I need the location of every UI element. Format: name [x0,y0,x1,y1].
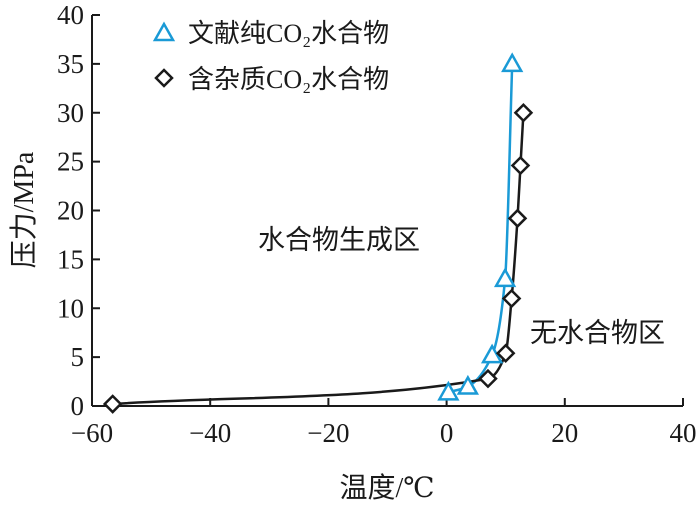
diamond-marker [507,208,528,229]
y-tick-label: 25 [57,147,84,177]
triangle-marker [501,52,524,73]
y-tick-label: 20 [57,196,84,226]
diamond-marker [501,288,522,309]
triangle-marker [493,267,517,288]
legend-diamond-icon [154,68,174,88]
x-tick-label: −60 [71,418,113,448]
y-tick-label: 5 [71,342,85,372]
diamond-marker [102,394,123,414]
y-tick-label: 0 [71,391,85,421]
y-tick-label: 40 [57,0,84,30]
legend: 文献纯CO₂水合物 含杂质CO₂水合物 [152,19,389,94]
x-tick-label: −20 [307,418,349,448]
diamond-marker [495,343,516,363]
triangle-marker [480,343,504,364]
diamond-marker [478,368,498,389]
ticks: −60 −40 −20 0 20 40 0 5 10 15 20 25 30 35 40 [57,0,697,448]
legend-label-pure-co2: 文献纯CO₂水合物 [188,19,389,48]
annotation-hydrate-free-zone: 无水合物区 [530,318,665,348]
y-tick-label: 15 [57,244,84,274]
series-line-0 [448,63,514,394]
y-tick-label: 30 [57,98,84,128]
x-tick-label: 20 [551,418,578,448]
series-line-1 [112,112,525,406]
annotation-hydrate-formation-zone: 水合物生成区 [258,225,420,255]
diamond-marker [513,102,534,123]
x-tick-label: 0 [440,418,454,448]
diamond-marker [510,155,531,176]
legend-triangle-icon [152,21,176,42]
y-tick-label: 35 [57,49,84,79]
triangle-marker [437,380,460,401]
x-tick-label: 40 [670,418,697,448]
y-tick-label: 10 [57,293,84,323]
triangle-marker [456,374,480,395]
markers [102,52,534,414]
x-axis-title: 温度/℃ [339,472,434,504]
y-axis-title: 压力/MPa [8,151,40,268]
x-tick-label: −40 [189,418,231,448]
legend-label-impure-co2: 含杂质CO₂水合物 [188,65,389,94]
